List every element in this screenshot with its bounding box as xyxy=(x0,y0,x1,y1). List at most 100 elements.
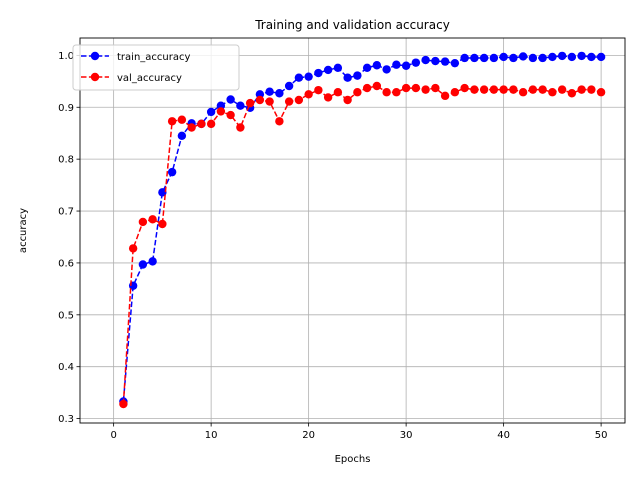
val-accuracy-point xyxy=(294,95,304,105)
legend-marker-train xyxy=(90,51,100,61)
x-tick-label: 50 xyxy=(595,430,608,441)
val-accuracy-point xyxy=(382,88,391,97)
train-accuracy-point xyxy=(557,51,567,61)
train-accuracy-point xyxy=(138,260,148,269)
train-accuracy-point xyxy=(450,58,460,68)
val-accuracy-point xyxy=(343,95,352,105)
y-tick-label: 0.3 xyxy=(58,414,74,425)
y-tick-label: 0.4 xyxy=(58,362,74,373)
train-accuracy-point xyxy=(421,55,430,65)
legend: train_accuracy val_accuracy xyxy=(72,44,240,91)
grid xyxy=(80,38,625,423)
train-accuracy-point xyxy=(304,72,313,81)
train-accuracy-point xyxy=(499,52,508,62)
train-accuracy-point xyxy=(470,53,479,63)
legend-box xyxy=(72,44,240,91)
val-accuracy-point xyxy=(226,110,235,120)
val-accuracy-point xyxy=(255,95,265,105)
train-accuracy-point xyxy=(548,52,557,62)
series-train-accuracy xyxy=(119,51,606,406)
val-accuracy-point xyxy=(353,88,362,97)
train-accuracy-point xyxy=(538,53,547,63)
train-accuracy-point xyxy=(323,65,333,75)
x-tick-label: 30 xyxy=(400,430,413,441)
val-accuracy-point xyxy=(431,83,440,93)
plot-frame xyxy=(79,37,626,424)
train-accuracy-point xyxy=(587,52,596,62)
x-tick-label: 20 xyxy=(302,430,315,441)
series-val-accuracy xyxy=(119,81,606,409)
val-accuracy-point xyxy=(206,119,216,129)
val-accuracy-point xyxy=(421,85,430,94)
val-accuracy-point xyxy=(528,85,538,94)
train-accuracy-point xyxy=(528,53,538,63)
val-accuracy-point xyxy=(479,85,489,94)
val-accuracy-point xyxy=(557,85,567,94)
train-accuracy-point xyxy=(226,95,235,104)
train-accuracy-point xyxy=(431,56,440,66)
x-tick-label: 40 xyxy=(497,430,510,441)
plot-series xyxy=(119,51,606,409)
y-tick-label: 1.0 xyxy=(58,51,74,62)
train-accuracy-point xyxy=(236,101,245,110)
y-tick-label: 0.7 xyxy=(58,207,74,218)
val-accuracy-point xyxy=(509,85,518,94)
val-accuracy-point xyxy=(567,89,577,98)
y-tick-label: 0.9 xyxy=(58,103,74,114)
legend-marker-val xyxy=(90,72,100,82)
train-accuracy-point xyxy=(177,131,187,141)
val-accuracy-point xyxy=(197,119,206,129)
val-accuracy-point xyxy=(119,399,128,409)
train-accuracy-point xyxy=(460,53,469,63)
val-accuracy-point xyxy=(372,81,382,91)
val-accuracy-point xyxy=(470,85,479,94)
val-accuracy-point xyxy=(187,123,196,132)
train-accuracy-point xyxy=(567,52,577,62)
x-tick-label: 0 xyxy=(110,430,116,441)
y-tick-label: 0.5 xyxy=(58,310,74,321)
val-accuracy-point xyxy=(440,91,450,101)
val-accuracy-point xyxy=(499,85,508,94)
chart-title: Training and validation accuracy xyxy=(254,18,450,32)
val-accuracy-point xyxy=(158,219,167,229)
val-accuracy-point xyxy=(518,88,528,97)
x-axis-label: Epochs xyxy=(335,454,371,465)
x-tick-label: 10 xyxy=(205,430,218,441)
val-accuracy-point xyxy=(304,90,313,99)
train-accuracy-point xyxy=(167,167,177,177)
train-accuracy-point xyxy=(401,61,411,70)
val-accuracy-point xyxy=(538,85,547,94)
val-accuracy-point xyxy=(275,117,284,126)
val-accuracy-point xyxy=(323,93,333,102)
val-accuracy-point xyxy=(489,85,499,94)
val-accuracy-point xyxy=(138,217,148,227)
train-accuracy-point xyxy=(382,65,391,74)
val-accuracy-point xyxy=(596,88,606,97)
train-accuracy-point xyxy=(148,257,157,266)
train-accuracy-point xyxy=(392,60,401,69)
val-accuracy-point xyxy=(587,85,596,94)
val-accuracy-point xyxy=(548,88,557,97)
val-accuracy-point xyxy=(333,88,343,97)
y-tick-label: 0.6 xyxy=(58,258,74,269)
val-accuracy-point xyxy=(401,83,411,93)
val-accuracy-point xyxy=(177,115,187,124)
train-accuracy-point xyxy=(206,107,216,117)
train-accuracy-point xyxy=(489,53,499,63)
train-accuracy-point xyxy=(284,81,294,91)
train-accuracy-point xyxy=(479,53,489,63)
val-accuracy-point xyxy=(265,97,274,106)
train-accuracy-point xyxy=(440,57,450,66)
val-accuracy-point xyxy=(392,88,401,97)
val-accuracy-point xyxy=(411,83,421,93)
val-accuracy-point xyxy=(314,85,323,95)
train-accuracy-point xyxy=(411,58,421,67)
y-tick-label: 0.8 xyxy=(58,155,74,166)
train-accuracy-point xyxy=(509,53,518,63)
train-accuracy-point xyxy=(596,52,606,62)
val-accuracy-point xyxy=(362,83,372,93)
val-accuracy-point xyxy=(236,123,245,132)
train-accuracy-point xyxy=(333,63,343,73)
val-accuracy-point xyxy=(216,107,226,116)
